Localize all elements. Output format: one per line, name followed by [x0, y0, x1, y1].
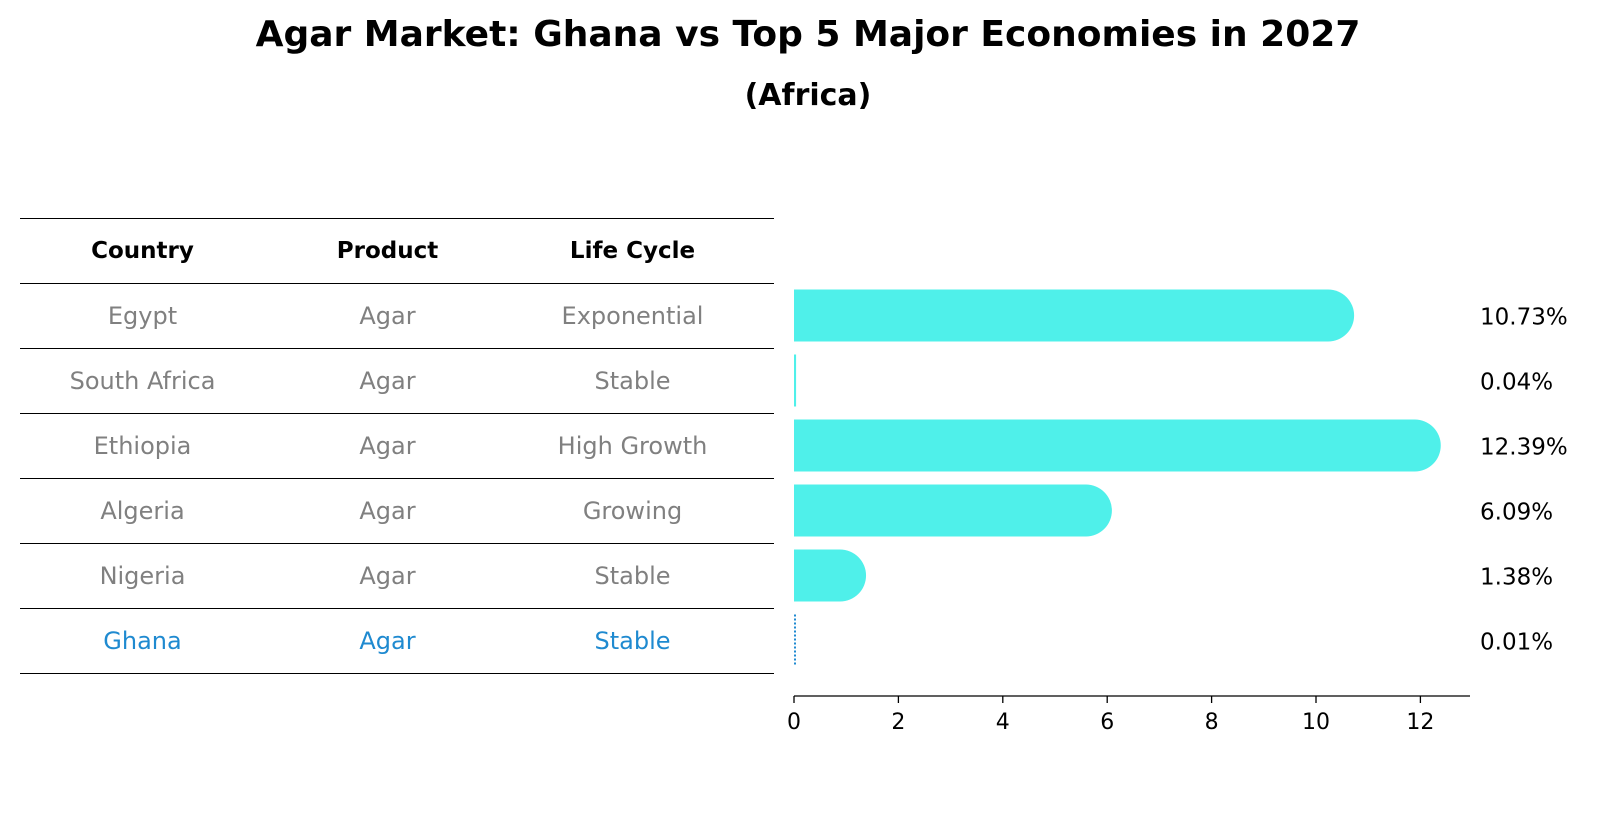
cell-product: Agar [359, 562, 416, 590]
x-tick-label: 10 [1302, 710, 1330, 735]
x-tick-label: 8 [1205, 710, 1219, 735]
x-tick-label: 12 [1406, 710, 1434, 735]
header-country: Country [91, 238, 194, 264]
cell-country: Egypt [107, 302, 178, 330]
cell-life-cycle: Stable [594, 367, 671, 395]
bar [794, 419, 1441, 472]
cell-product: Agar [359, 367, 416, 395]
x-tick-label: 6 [1100, 710, 1114, 735]
header-product: Product [336, 238, 439, 264]
cell-life-cycle: Stable [594, 627, 671, 655]
bar [794, 354, 797, 407]
chart-subtitle: (Africa) [744, 78, 872, 113]
chart-title: Agar Market: Ghana vs Top 5 Major Econom… [255, 14, 1361, 55]
cell-life-cycle: High Growth [557, 432, 708, 460]
cell-country: Ethiopia [93, 432, 192, 460]
comparison-table: Country Product Life Cycle Egypt Agar Ex… [20, 218, 774, 674]
cell-product: Agar [359, 302, 416, 330]
table-row: Nigeria Agar Stable [20, 544, 774, 609]
cell-life-cycle: Growing [582, 497, 683, 525]
cell-life-cycle: Exponential [561, 302, 704, 330]
data-label: 12.39% [1480, 435, 1568, 461]
x-tick-label: 2 [891, 710, 905, 735]
x-tick-label: 4 [996, 710, 1010, 735]
data-label: 6.09% [1480, 500, 1553, 526]
table-row: Algeria Agar Growing [20, 479, 774, 544]
data-label: 0.01% [1480, 630, 1553, 656]
bar [794, 484, 1112, 537]
data-label: 10.73% [1480, 305, 1568, 331]
cell-country: Algeria [100, 497, 185, 525]
cell-product: Agar [359, 497, 416, 525]
table-row: South Africa Agar Stable [20, 349, 774, 414]
header-life-cycle: Life Cycle [569, 238, 696, 264]
cell-country: South Africa [69, 367, 216, 395]
bar [794, 289, 1355, 342]
cell-country: Ghana [103, 627, 182, 655]
table-row: Ethiopia Agar High Growth [20, 414, 774, 479]
bar [794, 549, 867, 602]
cell-country: Nigeria [99, 562, 186, 590]
x-tick-label: 0 [787, 710, 801, 735]
table-row-highlighted: Ghana Agar Stable [20, 609, 774, 674]
table-header-row: Country Product Life Cycle [20, 218, 774, 284]
table-row: Egypt Agar Exponential [20, 284, 774, 349]
cell-life-cycle: Stable [594, 562, 671, 590]
data-label: 1.38% [1480, 565, 1553, 591]
cell-product: Agar [359, 432, 416, 460]
cell-product: Agar [359, 627, 416, 655]
data-label: 0.04% [1480, 370, 1553, 396]
